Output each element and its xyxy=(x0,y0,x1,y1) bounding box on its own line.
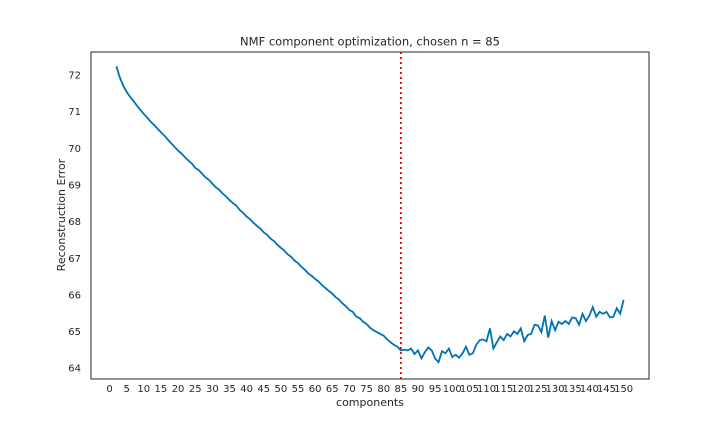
y-tick-label: 66 xyxy=(68,290,81,301)
x-tick-label: 130 xyxy=(546,384,565,395)
y-tick-label: 68 xyxy=(68,217,81,228)
x-tick-label: 120 xyxy=(511,384,530,395)
y-tick-label: 70 xyxy=(68,144,81,155)
x-tick-label: 60 xyxy=(309,384,322,395)
x-tick-label: 75 xyxy=(360,384,373,395)
x-tick-label: 0 xyxy=(106,384,112,395)
x-tick-label: 10 xyxy=(137,384,150,395)
x-tick-label: 45 xyxy=(257,384,270,395)
y-axis-label: Reconstruction Error xyxy=(55,158,68,271)
x-tick-label: 150 xyxy=(614,384,633,395)
x-tick-label: 100 xyxy=(443,384,462,395)
x-tick-label: 70 xyxy=(343,384,356,395)
x-tick-label: 5 xyxy=(123,384,129,395)
y-tick-label: 69 xyxy=(68,180,81,191)
data-line xyxy=(115,66,625,364)
y-tick-label: 67 xyxy=(68,254,81,265)
x-tick-label: 95 xyxy=(429,384,442,395)
y-tick-label: 65 xyxy=(68,327,81,338)
x-tick-label: 135 xyxy=(563,384,582,395)
y-tick-label: 71 xyxy=(68,107,81,118)
x-tick-label: 20 xyxy=(172,384,185,395)
x-tick-label: 110 xyxy=(477,384,496,395)
x-tick-label: 105 xyxy=(460,384,479,395)
x-tick-label: 30 xyxy=(206,384,219,395)
chart-title: NMF component optimization, chosen n = 8… xyxy=(240,35,500,49)
x-tick-label: 115 xyxy=(494,384,513,395)
x-tick-label: 145 xyxy=(597,384,616,395)
x-axis-label: components xyxy=(336,396,404,409)
x-tick-label: 125 xyxy=(528,384,547,395)
x-tick-label: 80 xyxy=(377,384,390,395)
x-tick-label: 50 xyxy=(275,384,288,395)
x-tick-label: 85 xyxy=(394,384,407,395)
x-tick-label: 65 xyxy=(326,384,339,395)
y-tick-label: 64 xyxy=(68,364,81,375)
x-tick-label: 140 xyxy=(580,384,599,395)
x-tick-label: 90 xyxy=(412,384,425,395)
y-tick-label: 72 xyxy=(68,70,81,81)
plot-frame xyxy=(90,51,650,380)
x-tick-label: 35 xyxy=(223,384,236,395)
x-tick-label: 55 xyxy=(292,384,305,395)
x-tick-label: 25 xyxy=(189,384,202,395)
x-tick-label: 40 xyxy=(240,384,253,395)
x-tick-label: 15 xyxy=(155,384,168,395)
